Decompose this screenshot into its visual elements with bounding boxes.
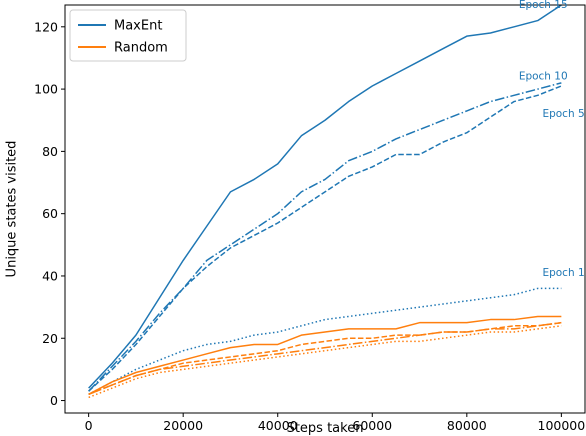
y-tick-label: 40 bbox=[42, 268, 58, 283]
y-tick-label: 20 bbox=[42, 331, 58, 346]
x-axis-title: Steps taken bbox=[287, 421, 364, 436]
y-tick-label: 100 bbox=[34, 82, 58, 97]
legend-label-random: Random bbox=[114, 41, 168, 56]
y-tick-label: 120 bbox=[34, 19, 58, 34]
series-line-maxent-epoch-15 bbox=[88, 4, 562, 389]
legend-label-maxent: MaxEnt bbox=[114, 19, 162, 34]
y-tick-label: 60 bbox=[42, 206, 58, 221]
series-line-maxent-epoch-10 bbox=[88, 82, 562, 392]
legend-box bbox=[69, 9, 187, 62]
x-tick-label: 100000 bbox=[538, 418, 586, 433]
annotation-epoch-5: Epoch 5 bbox=[542, 108, 584, 120]
x-tick-label: 0 bbox=[85, 418, 93, 433]
annotation-epoch-10: Epoch 10 bbox=[519, 71, 568, 83]
annotation-epoch-1: Epoch 1 bbox=[542, 267, 584, 279]
x-tick-label: 40000 bbox=[258, 418, 298, 433]
y-tick-label: 0 bbox=[50, 393, 58, 408]
legend: MaxEnt Random bbox=[69, 9, 187, 62]
annotation-epoch-15: Epoch 15 bbox=[519, 0, 568, 11]
y-axis: 0 20 40 60 80 100 120 bbox=[34, 19, 65, 408]
series-line-random-run-4 bbox=[88, 315, 562, 395]
x-tick-label: 80000 bbox=[447, 418, 487, 433]
x-axis: 0 20000 40000 60000 80000 100000 bbox=[85, 413, 586, 433]
series-line-maxent-epoch-5 bbox=[88, 85, 562, 392]
plot-frame bbox=[64, 4, 586, 414]
series-line-random-run-7 bbox=[88, 325, 562, 399]
x-tick-label: 20000 bbox=[163, 418, 203, 433]
series-line-maxent-epoch-1 bbox=[88, 287, 562, 395]
series-line-random-run-6 bbox=[88, 321, 562, 396]
y-tick-label: 80 bbox=[42, 144, 58, 159]
y-axis-title: Unique states visited bbox=[5, 141, 20, 278]
x-tick-label: 60000 bbox=[352, 418, 392, 433]
series-layer bbox=[88, 4, 562, 399]
epoch-annotations: Epoch 15 Epoch 10 Epoch 5 Epoch 1 bbox=[519, 0, 585, 279]
series-line-random-run-5 bbox=[88, 321, 562, 396]
